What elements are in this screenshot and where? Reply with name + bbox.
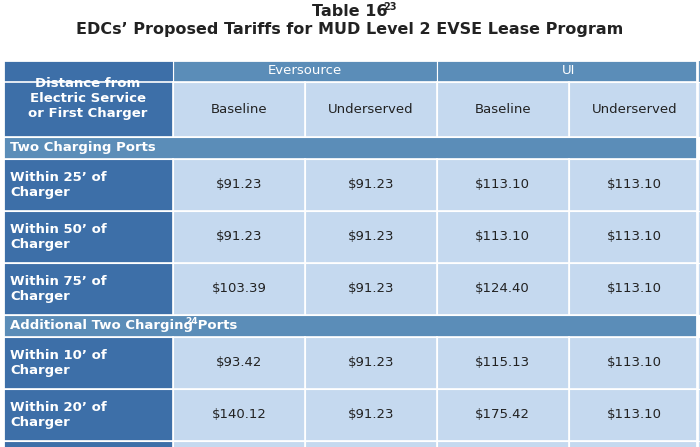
Bar xyxy=(3,60,173,137)
Text: $91.23: $91.23 xyxy=(348,409,394,422)
Bar xyxy=(568,159,700,211)
Bar xyxy=(3,211,173,263)
Text: $91.23: $91.23 xyxy=(348,283,394,295)
Bar xyxy=(437,211,568,263)
Bar xyxy=(437,389,568,441)
Bar xyxy=(173,389,305,441)
Text: Within 20’ of
Charger: Within 20’ of Charger xyxy=(10,401,106,429)
Bar xyxy=(568,389,700,441)
Text: $175.42: $175.42 xyxy=(475,409,530,422)
Bar xyxy=(437,82,568,137)
Text: $140.12: $140.12 xyxy=(211,409,267,422)
Text: 23: 23 xyxy=(383,2,396,12)
Text: $91.23: $91.23 xyxy=(216,178,262,191)
Bar xyxy=(568,211,700,263)
Bar xyxy=(305,159,437,211)
Bar xyxy=(305,441,437,447)
Bar xyxy=(3,389,173,441)
Text: $91.23: $91.23 xyxy=(216,231,262,244)
Bar xyxy=(437,159,568,211)
Text: $124.40: $124.40 xyxy=(475,283,530,295)
Bar xyxy=(3,441,173,447)
Bar xyxy=(3,159,173,211)
Text: $103.39: $103.39 xyxy=(211,283,267,295)
Text: EDCs’ Proposed Tariffs for MUD Level 2 EVSE Lease Program: EDCs’ Proposed Tariffs for MUD Level 2 E… xyxy=(76,22,624,37)
Text: $113.10: $113.10 xyxy=(607,357,662,370)
Bar xyxy=(437,60,700,82)
Text: Within 25’ of
Charger: Within 25’ of Charger xyxy=(10,171,106,199)
Text: $113.10: $113.10 xyxy=(607,409,662,422)
Bar xyxy=(173,263,305,315)
Bar xyxy=(173,211,305,263)
Bar xyxy=(173,159,305,211)
Text: $113.10: $113.10 xyxy=(475,178,530,191)
Text: Eversource: Eversource xyxy=(268,64,342,77)
Text: Underserved: Underserved xyxy=(328,103,414,116)
Text: Within 10’ of
Charger: Within 10’ of Charger xyxy=(10,349,106,377)
Text: Two Charging Ports: Two Charging Ports xyxy=(10,142,155,155)
Bar xyxy=(305,337,437,389)
Text: Underserved: Underserved xyxy=(592,103,678,116)
Text: $113.10: $113.10 xyxy=(475,231,530,244)
Text: Baseline: Baseline xyxy=(211,103,267,116)
Text: $113.10: $113.10 xyxy=(607,178,662,191)
Bar xyxy=(568,337,700,389)
Bar xyxy=(437,441,568,447)
Bar xyxy=(3,263,173,315)
Bar xyxy=(568,263,700,315)
Bar xyxy=(305,82,437,137)
Text: $91.23: $91.23 xyxy=(348,231,394,244)
Text: 24: 24 xyxy=(185,316,197,325)
Bar xyxy=(305,263,437,315)
Text: UI: UI xyxy=(562,64,575,77)
Text: Table 16: Table 16 xyxy=(312,4,388,19)
Bar xyxy=(173,441,305,447)
Bar xyxy=(437,263,568,315)
Bar xyxy=(3,315,697,337)
Text: Distance from
Electric Service
or First Charger: Distance from Electric Service or First … xyxy=(28,77,148,120)
Text: Additional Two Charging Ports: Additional Two Charging Ports xyxy=(10,320,237,333)
Bar xyxy=(568,82,700,137)
Bar xyxy=(568,441,700,447)
Bar xyxy=(3,337,173,389)
Bar xyxy=(305,211,437,263)
Text: $91.23: $91.23 xyxy=(348,357,394,370)
Text: $93.42: $93.42 xyxy=(216,357,262,370)
Text: Baseline: Baseline xyxy=(475,103,531,116)
Bar xyxy=(173,82,305,137)
Text: $115.13: $115.13 xyxy=(475,357,530,370)
Bar xyxy=(305,389,437,441)
Text: Within 75’ of
Charger: Within 75’ of Charger xyxy=(10,275,106,303)
Bar xyxy=(437,337,568,389)
Text: $113.10: $113.10 xyxy=(607,283,662,295)
Bar xyxy=(173,337,305,389)
Text: Within 50’ of
Charger: Within 50’ of Charger xyxy=(10,223,106,251)
Text: $91.23: $91.23 xyxy=(348,178,394,191)
Text: $113.10: $113.10 xyxy=(607,231,662,244)
Bar xyxy=(3,137,697,159)
Bar xyxy=(173,60,437,82)
Bar xyxy=(3,60,173,82)
